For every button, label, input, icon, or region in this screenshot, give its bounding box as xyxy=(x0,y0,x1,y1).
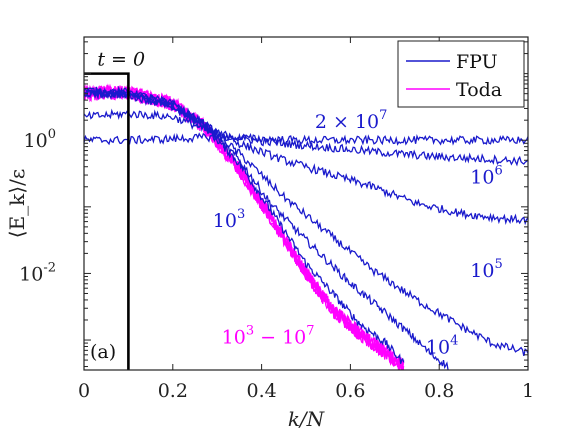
x-tick-label: 0.8 xyxy=(424,380,454,402)
fpu-series-line-5 xyxy=(84,132,528,146)
series-annotation: 103 xyxy=(213,207,245,232)
y-axis-label: ⟨E_k⟩/ε xyxy=(5,169,29,238)
series-annotation: 2 × 107 xyxy=(315,108,388,133)
x-tick-label: 0 xyxy=(78,380,90,402)
x-tick-label: 0.2 xyxy=(158,380,188,402)
plot-frame xyxy=(83,36,529,371)
legend-box xyxy=(397,40,525,108)
series-annotation: 105 xyxy=(470,257,502,282)
fpu-series-line-4 xyxy=(84,108,528,167)
x-axis-label: k/N xyxy=(288,407,326,431)
legend: FPU Toda xyxy=(397,40,525,108)
x-tick-label: 0.4 xyxy=(246,380,276,402)
x-tick-label: 0.6 xyxy=(335,380,365,402)
series-annotation: 106 xyxy=(470,164,502,189)
fpu-series-line-3 xyxy=(84,88,528,226)
legend-label: Toda xyxy=(456,79,502,101)
series-annotation: 104 xyxy=(426,333,458,358)
fpu-series-line-2 xyxy=(84,85,528,357)
series-layer xyxy=(84,72,528,370)
y-tick-label: 100 xyxy=(24,127,56,152)
legend-label: FPU xyxy=(456,51,498,73)
panel-label: (a) xyxy=(90,341,116,363)
annotation-layer: 2 × 107 106 103 105 103 − 107 104 xyxy=(213,108,503,358)
x-tick-label: 1 xyxy=(522,380,534,402)
initial-condition-label: t = 0 xyxy=(97,49,145,71)
series-annotation: 103 − 107 xyxy=(222,323,315,348)
initial-condition-step xyxy=(84,72,130,370)
